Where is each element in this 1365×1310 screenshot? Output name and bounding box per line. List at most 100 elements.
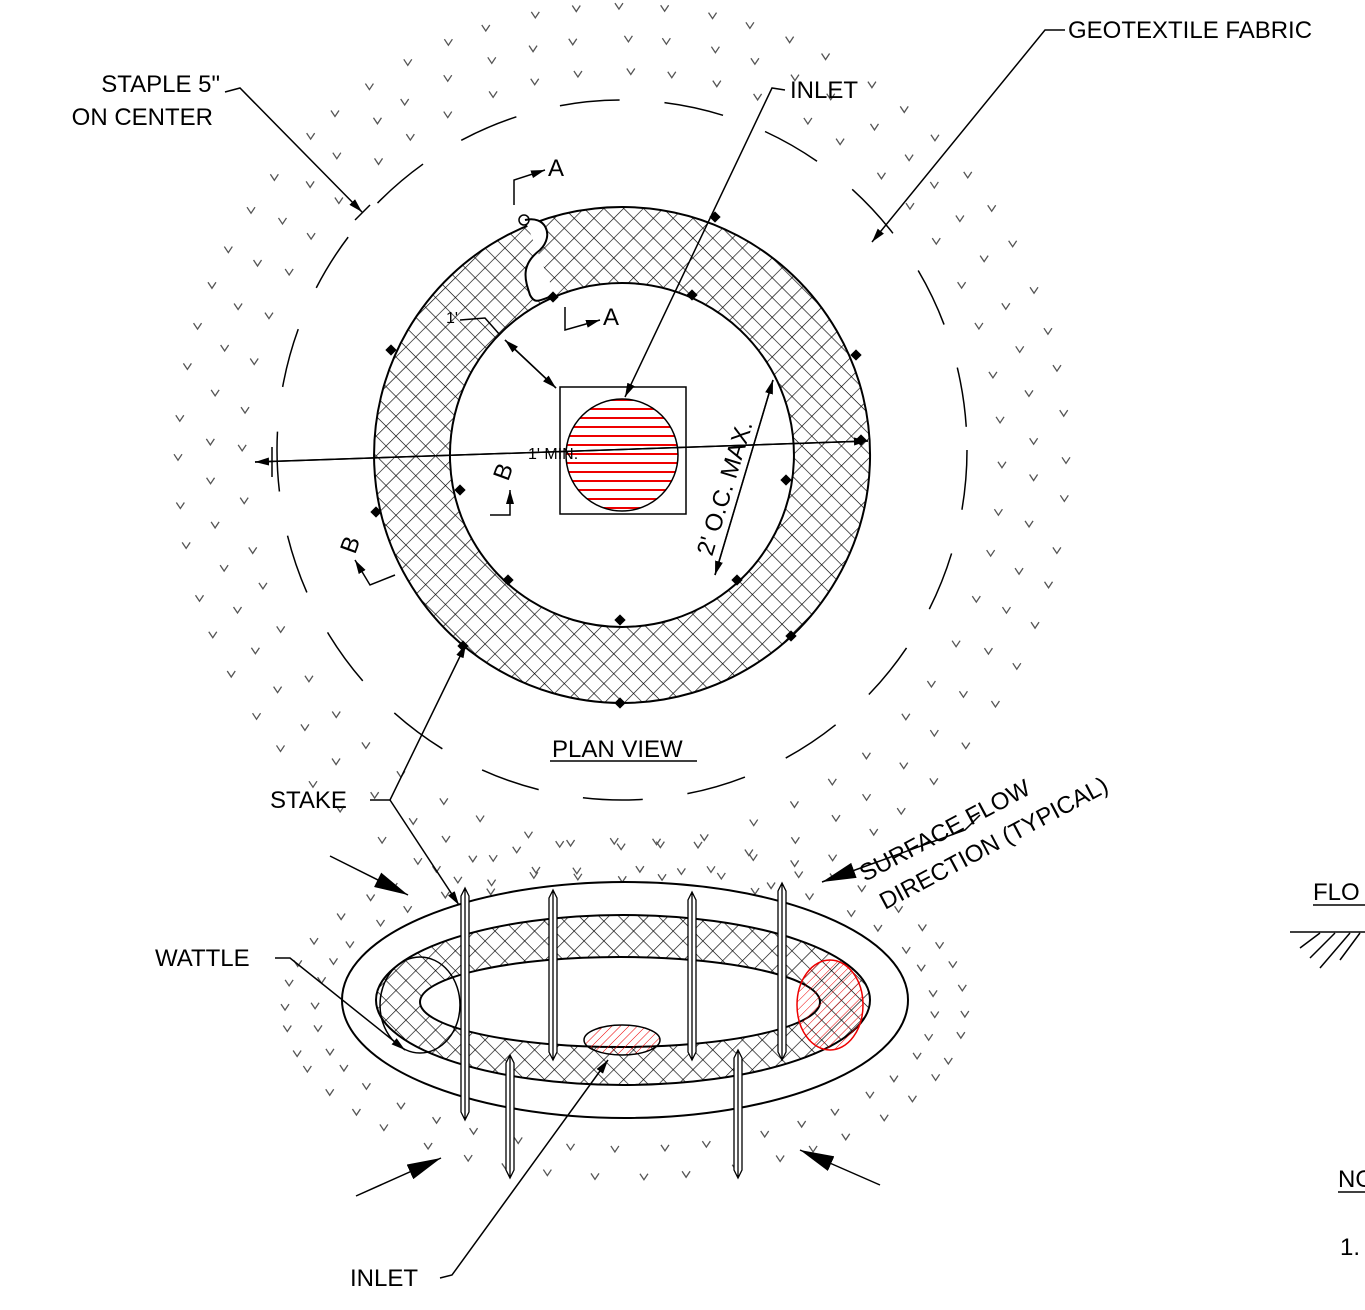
flow-arrow bbox=[799, 1149, 881, 1186]
grass-symbol bbox=[361, 1082, 371, 1091]
label: INLET bbox=[790, 77, 858, 104]
grass-symbol bbox=[1043, 581, 1054, 589]
grass-symbol bbox=[488, 91, 498, 99]
stake bbox=[547, 291, 559, 303]
grass-symbol bbox=[905, 202, 915, 211]
grass-symbol bbox=[808, 1145, 818, 1154]
grass-symbol bbox=[896, 807, 906, 816]
grass-symbol bbox=[530, 78, 540, 86]
grass-symbol bbox=[753, 93, 763, 102]
grass-symbol bbox=[963, 171, 973, 180]
grass-symbol bbox=[867, 81, 877, 89]
label: ON CENTER bbox=[72, 104, 213, 131]
view-title: FLO bbox=[1313, 879, 1360, 906]
grass-symbol bbox=[1024, 520, 1034, 529]
grass-symbol bbox=[750, 887, 760, 896]
grass-symbol bbox=[432, 1116, 442, 1125]
wattle-section bbox=[379, 956, 461, 1054]
grass-symbol bbox=[377, 836, 387, 845]
grass-symbol bbox=[173, 453, 183, 462]
grass-symbol bbox=[366, 894, 376, 902]
grass-symbol bbox=[1029, 474, 1039, 482]
grass-symbol bbox=[193, 322, 203, 331]
grass-symbol bbox=[275, 745, 286, 753]
stake bbox=[548, 888, 558, 1062]
section-mark bbox=[513, 169, 546, 205]
grass-symbol bbox=[862, 793, 872, 802]
grass-symbol bbox=[572, 867, 582, 875]
grass-symbol bbox=[220, 344, 230, 353]
grass-symbol bbox=[208, 631, 218, 639]
grass-symbol bbox=[405, 133, 415, 142]
stake bbox=[686, 289, 698, 301]
grass-symbol bbox=[1015, 345, 1025, 354]
grass-symbol bbox=[821, 53, 831, 61]
dimension-line bbox=[714, 379, 774, 576]
grass-symbol bbox=[899, 762, 909, 770]
grass-symbol bbox=[206, 477, 216, 485]
grass-symbol bbox=[175, 502, 185, 510]
grass-symbol bbox=[979, 255, 989, 263]
grass-symbol bbox=[935, 941, 945, 950]
grass-symbol bbox=[790, 860, 800, 868]
grass-symbol bbox=[590, 1172, 600, 1181]
grass-symbol bbox=[974, 322, 984, 331]
grass-symbol bbox=[332, 152, 342, 160]
grass-symbol bbox=[233, 303, 243, 311]
grass-symbol bbox=[869, 828, 879, 837]
grass-symbol bbox=[300, 723, 310, 732]
grass-symbol bbox=[305, 181, 315, 189]
grass-symbol bbox=[529, 871, 539, 880]
grass-symbol bbox=[276, 626, 286, 634]
grass-symbol bbox=[512, 846, 522, 854]
note: 1. bbox=[1340, 1234, 1360, 1261]
label: INLET bbox=[350, 1265, 418, 1292]
grass-symbol bbox=[930, 1011, 940, 1019]
grass-symbol bbox=[901, 713, 911, 721]
grass-symbol bbox=[748, 853, 758, 862]
grass-symbol bbox=[904, 154, 914, 162]
geotextile-edge bbox=[276, 99, 968, 801]
grass-symbol bbox=[463, 1154, 473, 1163]
grass-symbol bbox=[986, 549, 996, 558]
grass-symbol bbox=[1043, 327, 1053, 336]
grass-symbol bbox=[876, 172, 886, 180]
grass-symbol bbox=[328, 958, 339, 966]
grass-symbol bbox=[661, 37, 671, 46]
grass-symbol bbox=[469, 1127, 479, 1136]
stakes bbox=[460, 881, 787, 1180]
grass-symbol bbox=[205, 438, 215, 447]
grass-symbol bbox=[957, 281, 967, 290]
grass-symbol bbox=[948, 961, 958, 969]
grass-symbol bbox=[635, 865, 645, 874]
grass-symbol bbox=[309, 937, 319, 946]
stake bbox=[785, 630, 797, 642]
grass-symbol bbox=[325, 1048, 335, 1057]
grass-symbol bbox=[785, 36, 795, 44]
grass-symbol bbox=[306, 132, 316, 141]
staple bbox=[518, 214, 530, 226]
grass-symbol bbox=[929, 729, 939, 738]
grass-symbol bbox=[716, 872, 726, 881]
grass-symbol bbox=[542, 1169, 552, 1177]
section-mark bbox=[564, 307, 601, 331]
grass-symbol bbox=[565, 1143, 576, 1151]
stake bbox=[460, 886, 470, 1122]
grass-symbol bbox=[699, 834, 709, 842]
grass-symbol bbox=[237, 444, 247, 453]
grass-symbol bbox=[277, 217, 288, 226]
grass-symbol bbox=[555, 840, 565, 849]
inlet-grate bbox=[559, 386, 687, 515]
grass-symbol bbox=[929, 181, 939, 190]
label: STAKE bbox=[270, 787, 347, 814]
grass-symbol bbox=[929, 778, 939, 786]
grass-symbol bbox=[331, 758, 341, 766]
stake bbox=[502, 574, 514, 586]
grass-symbol bbox=[306, 232, 316, 241]
grass-symbol bbox=[573, 70, 583, 79]
grass-symbol bbox=[1059, 494, 1069, 503]
grass-symbol bbox=[182, 362, 192, 371]
grass-symbol bbox=[957, 984, 967, 993]
grass-symbol bbox=[325, 1088, 335, 1097]
grass-symbol bbox=[361, 741, 371, 750]
